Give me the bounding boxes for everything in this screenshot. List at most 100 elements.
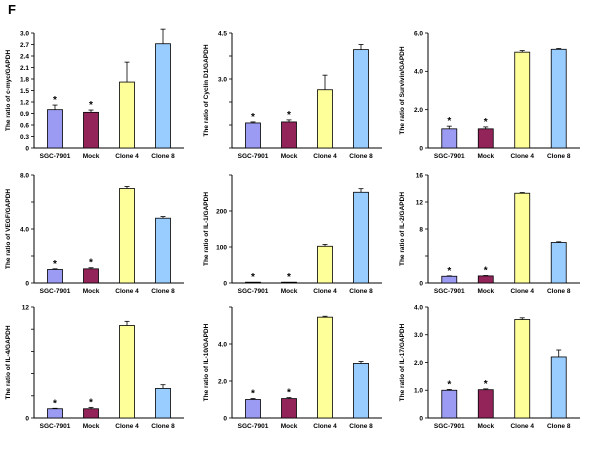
y-tick-label: 2.0 <box>414 360 423 367</box>
category-label: Mock <box>83 423 100 430</box>
y-axis-label: The ratio of IL-4/GAPDH <box>5 325 12 399</box>
y-tick-label: 0 <box>223 280 227 287</box>
bar <box>477 128 494 149</box>
y-axis-label: The ratio of IL-1/GAPDH <box>203 192 210 266</box>
significance-star: * <box>287 388 291 399</box>
bar <box>441 128 458 149</box>
y-axis-label: The ratio of IL-17/GAPDH <box>399 323 406 401</box>
bar <box>155 387 171 419</box>
y-tick-label: 0 <box>25 145 29 152</box>
significance-star: * <box>287 272 291 283</box>
chart-2: 0 2.0 4.0 6.0 The ratio of Survivin/GAPDH * SG… <box>399 30 580 160</box>
category-label: SGC-7901 <box>434 288 465 295</box>
y-tick-label: 0 <box>419 280 423 287</box>
bar <box>441 389 458 419</box>
y-tick-label: 100 <box>216 244 227 251</box>
y-axis-label: The ratio of IL-2/GAPDH <box>399 192 406 266</box>
category-label: Clone 8 <box>151 423 175 430</box>
category-label: Clone 4 <box>115 153 139 160</box>
y-axis-label: The ratio of c-myc/GAPDH <box>5 50 12 132</box>
y-tick-label: 0 <box>419 415 423 422</box>
category-label: Mock <box>477 288 494 295</box>
category-label: Mock <box>281 288 298 295</box>
significance-star: * <box>89 100 93 111</box>
category-label: SGC-7901 <box>238 153 269 160</box>
category-label: Clone 8 <box>349 153 373 160</box>
bar <box>281 121 297 149</box>
bar <box>550 356 567 419</box>
significance-star: * <box>447 116 451 127</box>
y-tick-label: 0.9 <box>20 111 29 118</box>
category-label: SGC-7901 <box>40 153 71 160</box>
y-axis-label: The ratio of Cyclin D1/GAPDH <box>203 44 210 136</box>
chart-6: 0 12 The ratio of IL-4/GAPDH * SGC-7901 * Mock… <box>5 304 184 430</box>
y-tick-label: 3.0 <box>20 30 29 37</box>
y-tick-label: 2.0 <box>414 107 423 114</box>
bar <box>514 319 531 419</box>
category-label: SGC-7901 <box>238 423 269 430</box>
chart-5: 0 8 12 16 The ratio of IL-2/GAPDH * SGC-7901 * M… <box>399 172 580 295</box>
significance-star: * <box>484 117 488 128</box>
significance-star: * <box>251 272 255 283</box>
bar <box>550 242 567 284</box>
y-tick-label: 12 <box>416 199 424 206</box>
category-label: Clone 4 <box>510 153 534 160</box>
bar <box>353 49 369 149</box>
chart-0: 0 0.3 0.6 0.9 1.2 1.5 1.8 2.1 2.4 2.7 3.0 The ratio… <box>5 28 184 160</box>
y-tick-label: 3.0 <box>414 332 423 339</box>
category-label: Mock <box>281 153 298 160</box>
significance-star: * <box>53 259 57 270</box>
category-label: SGC-7901 <box>434 153 465 160</box>
category-label: Mock <box>477 153 494 160</box>
bar <box>83 268 99 284</box>
bar <box>83 408 99 419</box>
bar <box>155 217 171 284</box>
bar <box>47 269 63 284</box>
bar <box>83 111 99 149</box>
category-label: Clone 8 <box>151 153 175 160</box>
bar <box>245 399 261 419</box>
significance-star: * <box>89 258 93 269</box>
y-tick-label: 0 <box>25 280 29 287</box>
y-tick-label: 0.6 <box>20 122 29 129</box>
category-label: Clone 8 <box>547 288 571 295</box>
y-tick-label: 2.7 <box>20 42 29 49</box>
y-tick-label: 0.3 <box>20 134 29 141</box>
significance-star: * <box>251 389 255 400</box>
category-label: Mock <box>477 423 494 430</box>
bar <box>317 245 333 284</box>
y-tick-label: 0 <box>25 415 29 422</box>
category-label: Clone 4 <box>115 288 139 295</box>
y-tick-label: 4.0 <box>218 341 227 348</box>
bar <box>47 109 63 149</box>
category-label: Clone 8 <box>547 423 571 430</box>
bar <box>550 48 567 149</box>
category-label: Clone 4 <box>510 288 534 295</box>
bar <box>441 275 458 284</box>
bar <box>353 363 369 419</box>
significance-star: * <box>251 112 255 123</box>
y-tick-label: 2.0 <box>218 378 227 385</box>
significance-star: * <box>484 379 488 390</box>
bar <box>477 275 494 284</box>
y-tick-label: 6.0 <box>414 30 423 37</box>
category-label: SGC-7901 <box>40 423 71 430</box>
significance-star: * <box>447 266 451 277</box>
chart-7: 0 2.0 4.0 The ratio of IL-10/GAPDH * SGC-7901… <box>203 306 382 430</box>
bar <box>477 389 494 419</box>
y-tick-label: 12 <box>22 304 30 311</box>
y-tick-label: 1.5 <box>20 88 29 95</box>
y-tick-label: 4.5 <box>218 30 227 37</box>
category-label: Clone 8 <box>349 423 373 430</box>
y-tick-label: 4.0 <box>414 69 423 76</box>
significance-star: * <box>53 398 57 409</box>
category-label: SGC-7901 <box>238 288 269 295</box>
category-label: Clone 4 <box>313 288 337 295</box>
bar <box>317 89 333 149</box>
significance-star: * <box>53 95 57 106</box>
chart-4: 0 100 200 The ratio of IL-1/GAPDH * SGC-7901 *… <box>203 174 382 295</box>
significance-star: * <box>89 397 93 408</box>
y-tick-label: 0 <box>223 415 227 422</box>
y-tick-label: 4.0 <box>20 226 29 233</box>
